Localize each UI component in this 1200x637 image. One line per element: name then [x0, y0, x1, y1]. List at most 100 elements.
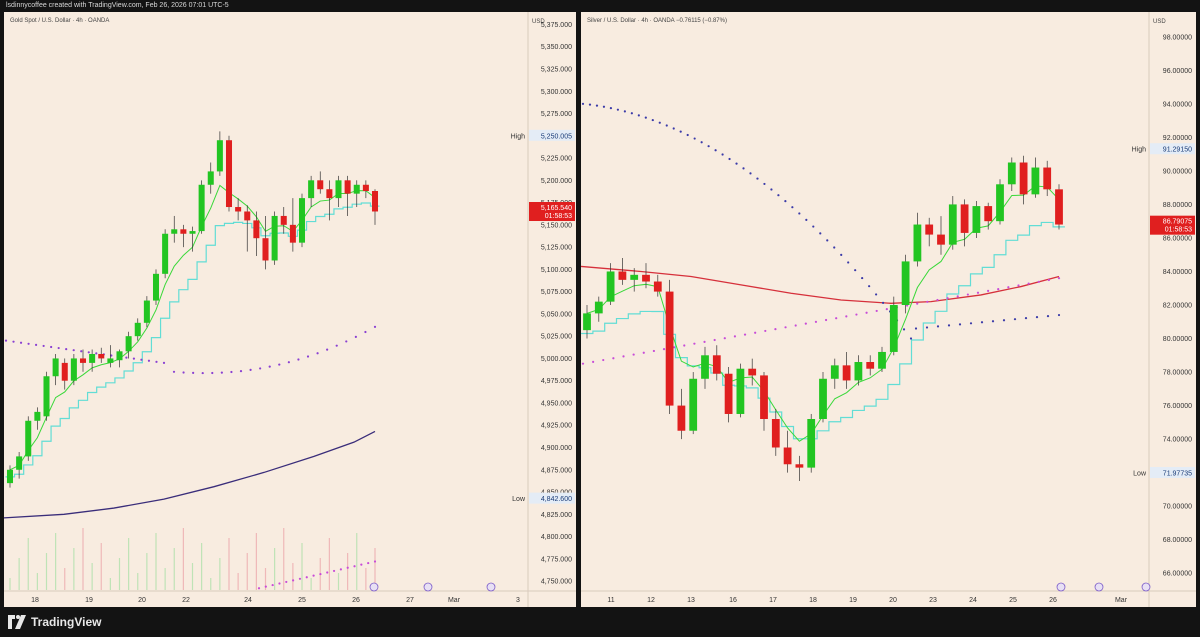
low-marker-value: 71.97735 — [1163, 471, 1192, 478]
y-tick-label: 4,950.000 — [541, 400, 572, 407]
indicator-dot — [220, 371, 223, 374]
indicator-dot — [326, 348, 329, 351]
candle-body — [606, 271, 615, 302]
candle-body — [198, 184, 205, 232]
low-marker-label: Low — [1133, 471, 1147, 478]
x-tick-label: Mar — [1115, 597, 1128, 604]
y-tick-label: 74.00000 — [1163, 437, 1192, 444]
indicator-dot — [316, 352, 319, 355]
y-tick-label: 4,800.000 — [541, 534, 572, 541]
high-marker-box — [1150, 143, 1195, 155]
indicator-dot — [707, 145, 710, 148]
indicator-dot — [257, 587, 261, 590]
indicator-dot — [140, 358, 143, 361]
x-tick-label: 19 — [849, 597, 857, 604]
indicator-dot — [264, 585, 267, 588]
indicator-dot — [259, 367, 262, 370]
indicator-dot — [332, 569, 336, 573]
x-tick-label: 18 — [809, 597, 817, 604]
tradingview-logo-icon[interactable] — [8, 615, 26, 629]
indicator-dot — [367, 561, 370, 565]
candle-body — [289, 224, 296, 243]
indicator-dot — [672, 127, 675, 130]
indicator-dot — [1046, 314, 1050, 318]
high-marker-label: High — [511, 133, 526, 140]
indicator-dot — [4, 339, 8, 342]
candle-body — [948, 204, 957, 245]
indicator-dot — [345, 340, 348, 343]
indicator-dot — [812, 225, 815, 228]
candle-body — [308, 180, 315, 199]
silver-chart-svg[interactable]: Silver / U.S. Dollar · 4h · OANDA −0.761… — [580, 12, 1196, 607]
indicator-dot — [335, 344, 338, 347]
indicator-dot — [840, 253, 843, 256]
x-tick-label: 22 — [182, 597, 190, 604]
low-marker-box — [529, 492, 575, 504]
candle-body — [736, 368, 745, 414]
indicator-dot — [201, 371, 204, 375]
x-tick-label: 11 — [607, 597, 614, 604]
indicator-dot — [881, 301, 885, 304]
indicator-dot — [847, 261, 850, 264]
indicator-dot — [1013, 318, 1017, 321]
indicator-dot — [271, 583, 274, 587]
y-tick-label: 76.00000 — [1163, 403, 1192, 410]
indicator-dot — [172, 370, 176, 373]
candle-body — [317, 180, 324, 190]
candle-body — [1019, 162, 1028, 195]
candle-body — [134, 322, 141, 337]
candle-body — [996, 184, 1004, 222]
indicator-dot — [147, 359, 151, 362]
y-tick-label: 5,050.000 — [541, 311, 572, 318]
indicator-dot — [57, 346, 60, 350]
indicator-dot — [609, 107, 613, 110]
indicator-dot — [1007, 286, 1010, 289]
indicator-dot — [703, 340, 706, 343]
gold-chart-panel[interactable]: Gold Spot / U.S. Dollar · 4h · OANDA USD 5… — [3, 12, 576, 607]
indicator-dot — [110, 354, 113, 357]
x-tick-label: 24 — [244, 597, 252, 604]
indicator-dot — [1057, 313, 1061, 317]
candle-body — [807, 419, 816, 468]
silver-chart-panel[interactable]: Silver / U.S. Dollar · 4h · OANDA −0.761… — [580, 12, 1196, 607]
y-tick-label: 98.00000 — [1163, 34, 1192, 41]
candle-body — [162, 233, 169, 274]
indicator-dot — [693, 342, 696, 345]
indicator-dot — [95, 352, 98, 355]
indicator-dot — [723, 337, 726, 340]
candle-body — [972, 206, 981, 233]
indicator-dot — [946, 297, 949, 300]
indicator-dot — [756, 177, 759, 180]
candle-body — [984, 206, 993, 222]
indicator-dot — [976, 291, 980, 294]
indicator-dot — [814, 320, 818, 323]
gold-chart-svg[interactable]: Gold Spot / U.S. Dollar · 4h · OANDA USD5… — [3, 12, 576, 607]
tradingview-brand[interactable]: TradingView — [31, 615, 102, 629]
indicator-dot — [339, 568, 342, 571]
indicator-dot — [700, 141, 703, 144]
indicator-dot — [354, 335, 357, 338]
indicator-dot — [658, 121, 661, 124]
y-tick-label: 4,875.000 — [541, 467, 572, 474]
indicator-dot — [616, 108, 619, 111]
candle-body — [371, 191, 379, 212]
candle-body — [43, 376, 50, 417]
indicator-dot — [865, 311, 868, 314]
candle-body — [771, 419, 780, 448]
indicator-dot — [249, 368, 252, 372]
y-tick-label: 5,375.000 — [541, 22, 572, 29]
low-marker-value: 4,842.600 — [541, 496, 572, 503]
x-tick-label: 16 — [729, 597, 737, 604]
indicator-dot — [1024, 317, 1028, 320]
y-tick-label: 94.00000 — [1163, 101, 1192, 108]
high-marker-value: 5,250.005 — [541, 133, 572, 140]
last-price-badge — [1150, 215, 1195, 235]
indicator-dot — [885, 308, 888, 311]
long-moving-average-line — [3, 430, 376, 519]
indicator-dot — [966, 293, 969, 296]
x-tick-label: 20 — [138, 597, 146, 604]
candle-body — [795, 464, 804, 468]
indicator-dot — [132, 357, 136, 360]
indicator-dot — [770, 188, 773, 191]
indicator-dot — [936, 325, 940, 328]
